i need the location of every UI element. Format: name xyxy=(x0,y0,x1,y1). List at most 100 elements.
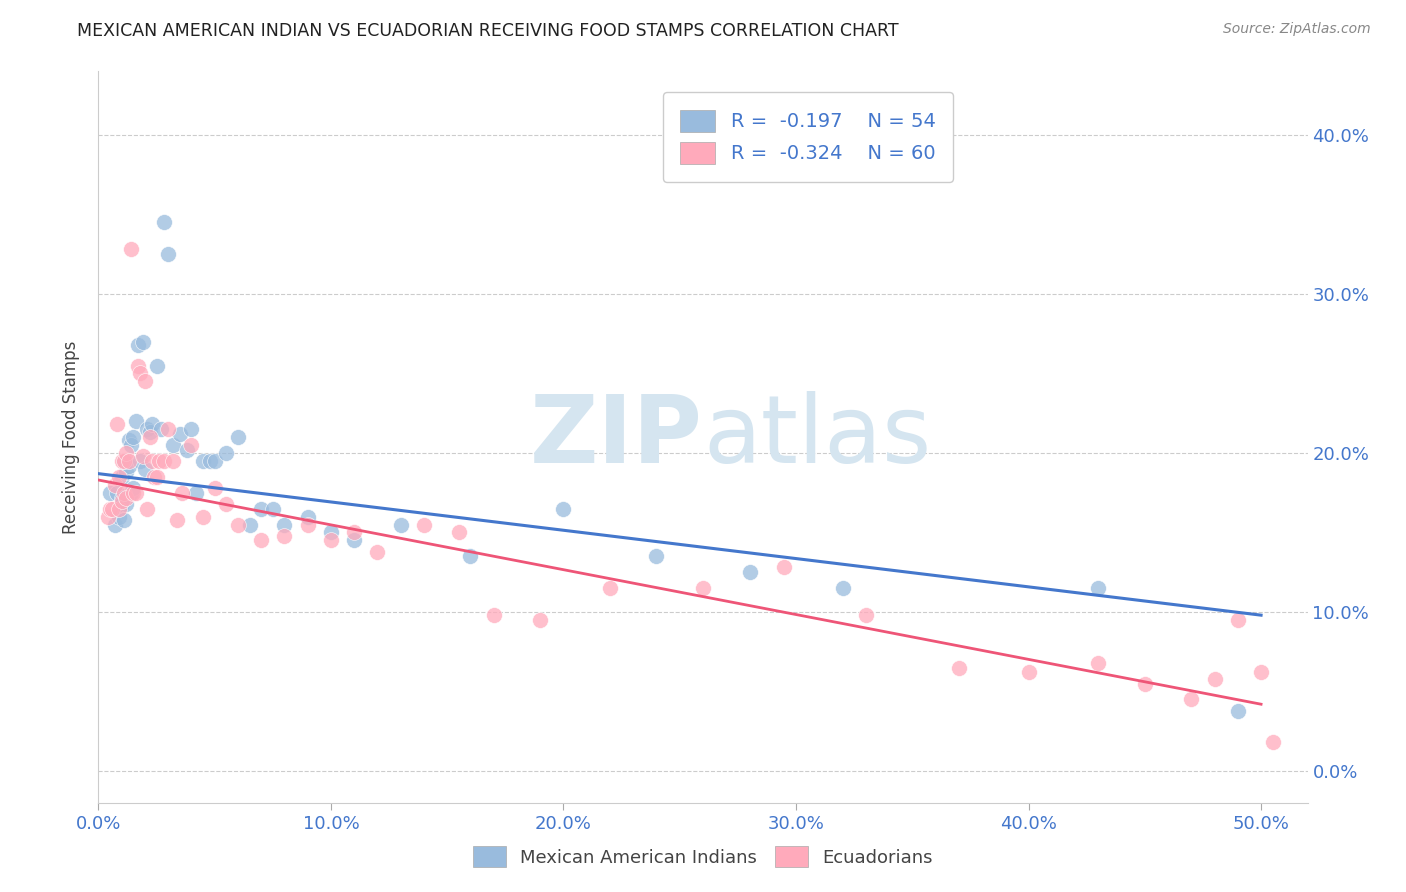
Point xyxy=(108,501,131,516)
Point xyxy=(118,434,141,448)
Point xyxy=(1226,613,1249,627)
Point xyxy=(124,414,146,428)
Point xyxy=(226,517,249,532)
Point xyxy=(145,359,167,373)
Point xyxy=(157,247,180,261)
Point xyxy=(152,215,174,229)
Point xyxy=(198,454,221,468)
Y-axis label: Receiving Food Stamps: Receiving Food Stamps xyxy=(62,341,80,533)
Point xyxy=(150,422,173,436)
Point xyxy=(191,454,214,468)
Point xyxy=(529,613,551,627)
Point xyxy=(120,485,142,500)
Point xyxy=(122,430,145,444)
Point xyxy=(447,525,470,540)
Point xyxy=(172,485,194,500)
Legend: Mexican American Indians, Ecuadorians: Mexican American Indians, Ecuadorians xyxy=(467,839,939,874)
Point xyxy=(111,491,134,505)
Point xyxy=(553,501,575,516)
Point xyxy=(343,533,366,548)
Point xyxy=(112,454,135,468)
Point xyxy=(120,243,142,257)
Text: ZIP: ZIP xyxy=(530,391,703,483)
Point xyxy=(138,430,160,444)
Point xyxy=(297,509,319,524)
Point xyxy=(773,560,796,574)
Point xyxy=(166,513,188,527)
Point xyxy=(112,485,135,500)
Point xyxy=(124,485,146,500)
Point xyxy=(738,566,761,580)
Point xyxy=(1261,735,1284,749)
Point xyxy=(389,517,412,532)
Point xyxy=(1180,692,1202,706)
Point xyxy=(162,454,184,468)
Point xyxy=(366,544,388,558)
Point xyxy=(162,438,184,452)
Point xyxy=(111,454,134,468)
Point xyxy=(97,509,120,524)
Point xyxy=(343,525,366,540)
Point xyxy=(1250,665,1272,680)
Point xyxy=(273,517,295,532)
Point xyxy=(152,454,174,468)
Point xyxy=(112,454,135,468)
Point xyxy=(134,375,156,389)
Point xyxy=(141,454,163,468)
Point xyxy=(204,454,226,468)
Point xyxy=(273,529,295,543)
Point xyxy=(108,470,131,484)
Point xyxy=(108,509,131,524)
Point xyxy=(1204,672,1226,686)
Point xyxy=(115,497,138,511)
Point xyxy=(169,426,191,441)
Point xyxy=(460,549,482,564)
Point xyxy=(136,422,159,436)
Point xyxy=(1087,656,1109,670)
Point xyxy=(180,438,202,452)
Point xyxy=(148,454,170,468)
Text: Source: ZipAtlas.com: Source: ZipAtlas.com xyxy=(1223,22,1371,37)
Point xyxy=(118,454,141,468)
Point xyxy=(297,517,319,532)
Point xyxy=(104,517,127,532)
Point xyxy=(105,485,128,500)
Point xyxy=(111,493,134,508)
Point xyxy=(831,581,853,595)
Point xyxy=(118,458,141,473)
Point xyxy=(120,438,142,452)
Point xyxy=(184,485,207,500)
Point xyxy=(1087,581,1109,595)
Point xyxy=(98,501,121,516)
Point xyxy=(482,608,505,623)
Point xyxy=(136,501,159,516)
Point xyxy=(138,425,160,440)
Point xyxy=(115,465,138,479)
Point xyxy=(127,338,149,352)
Point xyxy=(250,501,273,516)
Point xyxy=(157,422,180,436)
Point xyxy=(105,417,128,432)
Point xyxy=(101,501,124,516)
Point xyxy=(145,470,167,484)
Point xyxy=(1133,676,1156,690)
Point xyxy=(176,442,198,457)
Point xyxy=(226,430,249,444)
Point xyxy=(1018,665,1040,680)
Point xyxy=(599,581,621,595)
Point xyxy=(131,334,153,349)
Text: MEXICAN AMERICAN INDIAN VS ECUADORIAN RECEIVING FOOD STAMPS CORRELATION CHART: MEXICAN AMERICAN INDIAN VS ECUADORIAN RE… xyxy=(77,22,898,40)
Point xyxy=(131,449,153,463)
Point xyxy=(319,525,342,540)
Point xyxy=(319,533,342,548)
Point xyxy=(115,491,138,505)
Point xyxy=(855,608,877,623)
Point xyxy=(129,367,152,381)
Point xyxy=(134,462,156,476)
Point xyxy=(239,517,262,532)
Point xyxy=(122,481,145,495)
Point xyxy=(250,533,273,548)
Point xyxy=(413,517,436,532)
Point xyxy=(180,422,202,436)
Point xyxy=(204,481,226,495)
